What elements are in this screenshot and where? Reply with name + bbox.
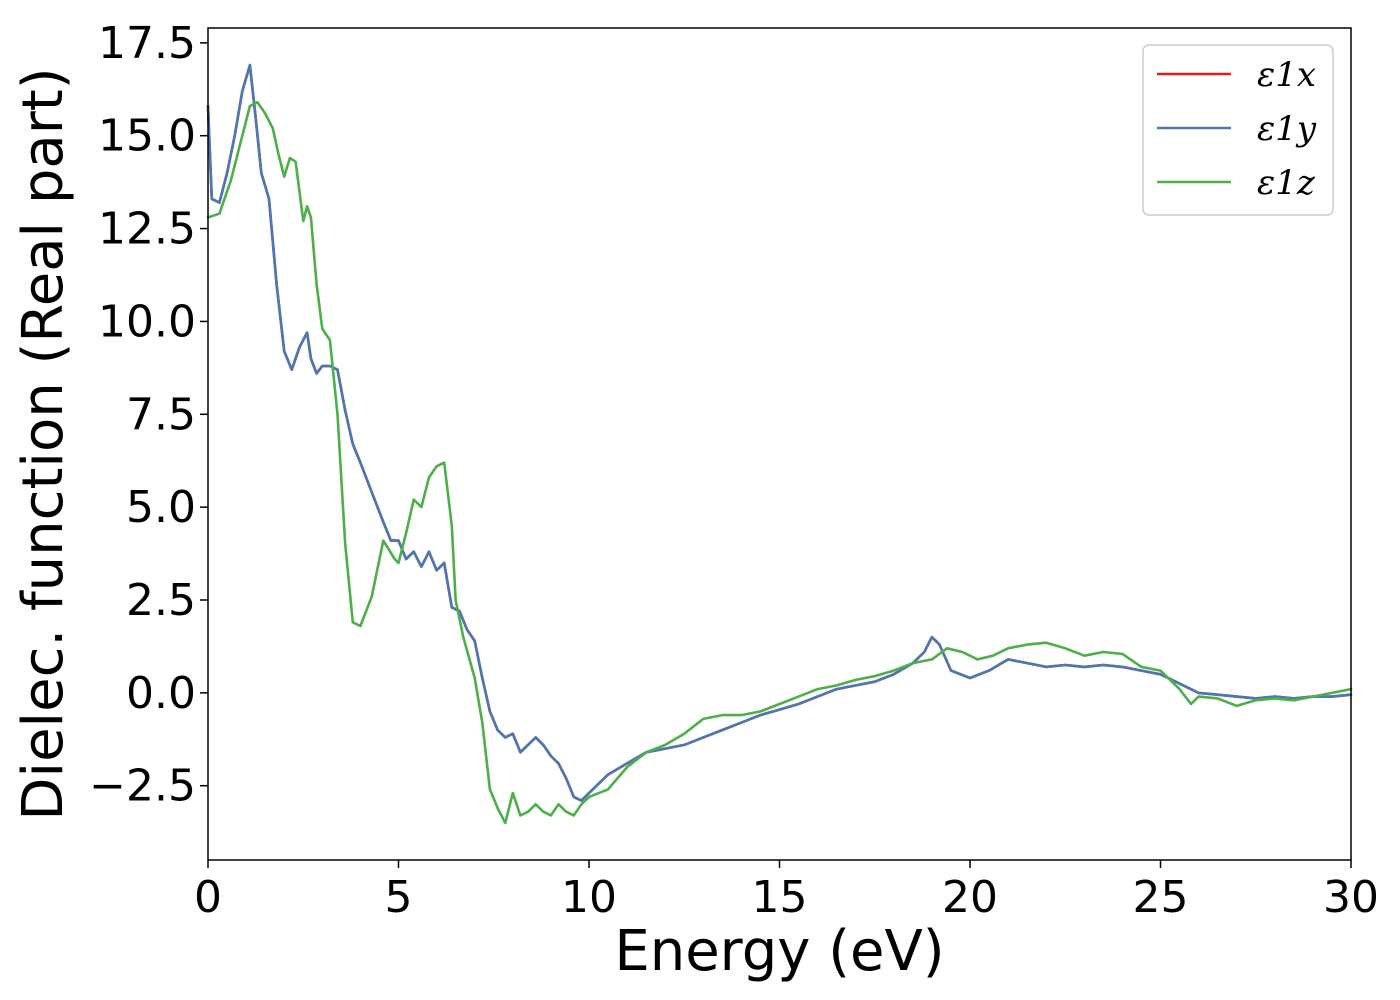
x-tick-label: 5 <box>385 872 413 923</box>
y-tick-label: 7.5 <box>126 389 196 440</box>
x-tick-label: 30 <box>1323 872 1379 923</box>
x-tick-label: 20 <box>942 872 998 923</box>
legend-label-0: ε1x <box>1257 55 1316 95</box>
axis-ticks: 0 5 10 15 20 25 30 −2.5 0.0 2.5 5.0 7.5 10.0 12.5 15.0… <box>89 18 1379 923</box>
x-tick-label: 15 <box>752 872 808 923</box>
y-tick-label: 17.5 <box>98 18 196 69</box>
x-axis-label: Energy (eV) <box>614 919 944 984</box>
legend-label-2: ε1z <box>1257 163 1316 203</box>
y-tick-label: 12.5 <box>98 204 196 255</box>
plot-frame <box>207 27 1352 861</box>
x-tick-label: 25 <box>1133 872 1189 923</box>
legend-label-1: ε1y <box>1257 109 1317 149</box>
series-lines <box>206 63 1353 825</box>
y-tick-label: 0.0 <box>126 668 196 719</box>
legend: ε1x ε1y ε1z <box>1142 44 1334 216</box>
x-tick-label: 10 <box>561 872 617 923</box>
series-line-2 <box>206 101 1353 825</box>
series-line-1 <box>206 63 1353 802</box>
y-tick-label: 2.5 <box>126 575 196 626</box>
y-tick-label: 10.0 <box>98 296 196 347</box>
y-tick-label: 5.0 <box>126 482 196 533</box>
y-axis-label: Dielec. function (Real part) <box>11 67 76 820</box>
y-tick-label: −2.5 <box>89 761 196 812</box>
y-tick-label: 15.0 <box>98 111 196 162</box>
legend-box <box>1142 44 1334 216</box>
x-tick-label: 0 <box>194 872 222 923</box>
